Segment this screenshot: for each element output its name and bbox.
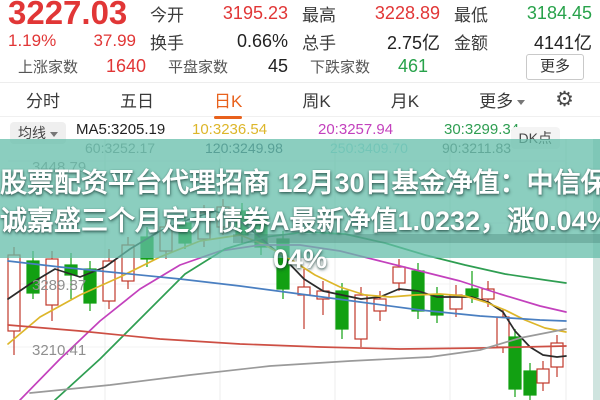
tab-five-day[interactable]: 五日 [120,87,154,112]
index-change-percent: 1.19% [8,31,57,50]
count-value: 45 [267,56,288,76]
banner-shade-strip [233,234,600,243]
banner-text: 股票配资平台代理招商 12月30日基金净值：中信保 诚嘉盛三个月定开债券A最新净… [0,164,600,278]
stat-label: 总手 [302,34,336,53]
count-下跌家数: 下跌家数 461 [310,56,428,77]
index-change-value: 37.99 [93,31,136,50]
stat-value: 2.75亿 [386,32,440,53]
index-price: 3227.03 [8,0,128,31]
tab-minute[interactable]: 分时 [26,87,60,112]
tab-label: 五日 [120,92,155,111]
tab-more[interactable]: 更多 [479,87,526,112]
stat-label: 最低 [454,6,488,25]
stat-value: 4141亿 [533,32,592,53]
gear-icon[interactable]: ⚙ [555,88,574,111]
chart-tabbar: 分时 五日 日K 周K 月K 更多 ⚙ [0,83,600,119]
stat-最高: 最高 3228.89 [302,3,440,25]
stat-今开: 今开 3195.23 [150,3,288,25]
svg-text:3289.87: 3289.87 [32,277,86,294]
stat-label: 今开 [150,6,184,25]
count-value: 1640 [105,56,146,76]
chevron-down-icon [517,100,526,106]
count-value: 461 [397,56,428,76]
stat-value: 0.66% [236,31,288,51]
index-change-row: 1.19% 37.99 [8,31,136,51]
stat-换手: 换手 0.66% [150,31,288,53]
ad-banner-overlay: 股票配资平台代理招商 12月30日基金净值：中信保 诚嘉盛三个月定开债券A最新净… [0,139,600,274]
stat-value: 3184.45 [526,3,592,23]
stats-grid: 今开 3195.23 最高 3228.89 最低 3184.45 换手 0.66% 总手 2.75… [150,3,592,54]
banner-line-3: 04% [272,244,328,274]
chart-tabs: 分时 五日 日K 周K 月K 更多 [26,87,526,119]
tab-daily-k[interactable]: 日K [214,87,243,119]
count-label: 下跌家数 [310,59,371,76]
stat-label: 换手 [150,34,184,53]
tab-label: 月K [390,92,420,111]
ma-value: 10:3236.54 [192,121,268,138]
stat-value: 3228.89 [374,3,440,23]
tab-label: 周K [302,92,331,111]
banner-line-2: 诚嘉盛三个月定开债券A最新净值1.0232，涨0.04% [0,206,600,236]
banner-line-1: 股票配资平台代理招商 12月30日基金净值：中信保 [0,168,600,198]
market-summary-panel: 3227.03 1.19% 37.99 今开 3195.23 最高 3228.89 最低… [0,0,600,83]
ma-value: 20:3257.94 [318,121,394,138]
tab-monthly-k[interactable]: 月K [391,87,419,112]
stat-金额: 金额 4141亿 [454,31,592,54]
ma-selector-label: 均线 [18,125,46,141]
ma-selector-button[interactable]: 均线 [10,122,66,144]
stat-总手: 总手 2.75亿 [302,31,440,54]
advance-decline-row: 上涨家数 1640 平盘家数 45 下跌家数 461 [18,56,450,77]
count-平盘家数: 平盘家数 45 [168,56,288,77]
stat-label: 最高 [302,6,336,25]
count-上涨家数: 上涨家数 1640 [18,56,146,77]
svg-text:3210.41: 3210.41 [32,342,86,359]
tab-label: 更多 [479,92,514,111]
stat-label: 金额 [454,34,488,53]
ma-value: 30:3299.34 [444,121,520,138]
stat-value: 3195.23 [222,3,288,23]
more-button[interactable]: 更多 [525,54,584,80]
chevron-down-icon [50,131,58,137]
tab-label: 分时 [26,92,60,111]
stat-最低: 最低 3184.45 [454,3,592,25]
tab-label: 日K [214,92,243,111]
count-label: 平盘家数 [168,59,229,76]
count-label: 上涨家数 [18,59,79,76]
tab-weekly-k[interactable]: 周K [302,87,330,112]
ma-value: MA5:3205.19 [76,121,166,138]
